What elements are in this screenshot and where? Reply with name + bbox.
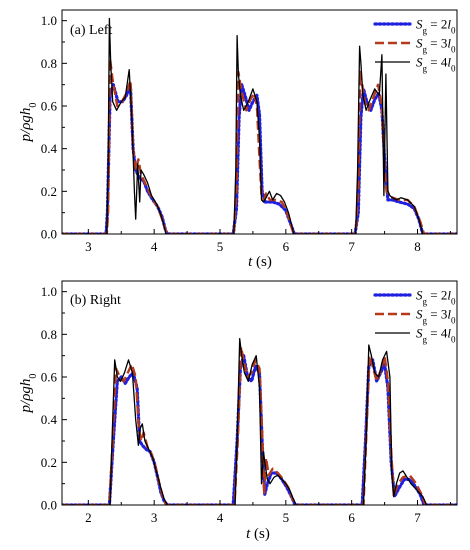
y-title-main-left: p/ρgh: [18, 108, 34, 143]
x-tick-label-right: 2: [85, 510, 92, 525]
legend-label-left-2: Sg = 3l0: [416, 36, 456, 55]
legend-label-right-2: Sg = 3l0: [416, 307, 456, 326]
y-tick-label-left: 0.8: [41, 56, 57, 71]
plot-area-right: [62, 337, 457, 505]
y-tick-label-right: 0.4: [41, 412, 58, 427]
x-tick-label-left: 5: [217, 239, 224, 254]
x-tick-label-left: 6: [283, 239, 290, 254]
y-tick-label-left: 0.4: [41, 141, 58, 156]
y-tick-label-left: 0.0: [41, 227, 57, 242]
x-tick-label-right: 4: [217, 510, 224, 525]
panel-label-left: (a) Left: [70, 23, 112, 38]
y-tick-label-left: 1.0: [41, 13, 57, 28]
x-axis-title-right: t (s): [246, 526, 270, 542]
legend-label-left-3: Sg = 4l0: [416, 55, 456, 74]
y-title-main-right: p/ρgh: [18, 379, 34, 414]
y-axis-title-right: p/ρgh0: [18, 374, 39, 414]
x-tick-label-left: 8: [414, 239, 421, 254]
y-tick-label-right: 0.0: [41, 498, 57, 513]
legend-label-left-1: Sg = 2l0: [416, 17, 456, 36]
x-tick-label-right: 7: [414, 510, 421, 525]
y-tick-label-left: 0.6: [41, 99, 58, 114]
series-line-left-3: [62, 17, 457, 234]
ticks-right: 2 3 4 5 6 7 0.0 0.2 0.4 0.6 0.8 1.0: [41, 284, 451, 525]
panel-label-right: (b) Right: [70, 293, 121, 308]
y-title-sub-right: 0: [28, 374, 39, 379]
series-line-right-2: [62, 345, 457, 505]
y-tick-label-right: 1.0: [41, 284, 57, 299]
y-axis-title-left: p/ρgh0: [18, 103, 39, 143]
panel-left: 3 4 5 6 7 8 0.0 0.2 0.4 0.6 0.8 1.0 (a) Left Sg = 2…: [41, 9, 458, 254]
x-title-unit-left: (s): [256, 254, 272, 270]
y-title-sub-left: 0: [28, 103, 39, 108]
x-tick-label-left: 4: [151, 239, 158, 254]
ticks-left: 3 4 5 6 7 8 0.0 0.2 0.4 0.6 0.8 1.0: [41, 13, 451, 254]
x-title-var-right: t: [246, 526, 251, 542]
y-tick-label-right: 0.2: [41, 455, 57, 470]
series-line-left-1: [62, 83, 457, 234]
legend-label-right-1: Sg = 2l0: [416, 288, 456, 307]
x-tick-label-right: 3: [151, 510, 158, 525]
series-line-right-3: [62, 337, 457, 505]
y-tick-label-right: 0.6: [41, 370, 58, 385]
axes-frame-left: [61, 9, 458, 235]
panel-right: 2 3 4 5 6 7 0.0 0.2 0.4 0.6 0.8 1.0 (b) Right Sg = …: [41, 280, 458, 525]
axes-frame-right: [61, 280, 458, 506]
legend-label-right-3: Sg = 4l0: [416, 326, 456, 345]
x-tick-label-left: 3: [85, 239, 92, 254]
y-tick-label-left: 0.2: [41, 184, 57, 199]
plot-area-left: [62, 17, 457, 234]
x-title-var-left: t: [248, 254, 253, 270]
x-tick-label-right: 5: [283, 510, 290, 525]
x-title-unit-right: (s): [254, 526, 270, 542]
x-tick-label-left: 7: [348, 239, 355, 254]
y-tick-label-right: 0.8: [41, 327, 57, 342]
x-axis-title-left: t (s): [248, 254, 272, 270]
x-tick-label-right: 6: [348, 510, 355, 525]
